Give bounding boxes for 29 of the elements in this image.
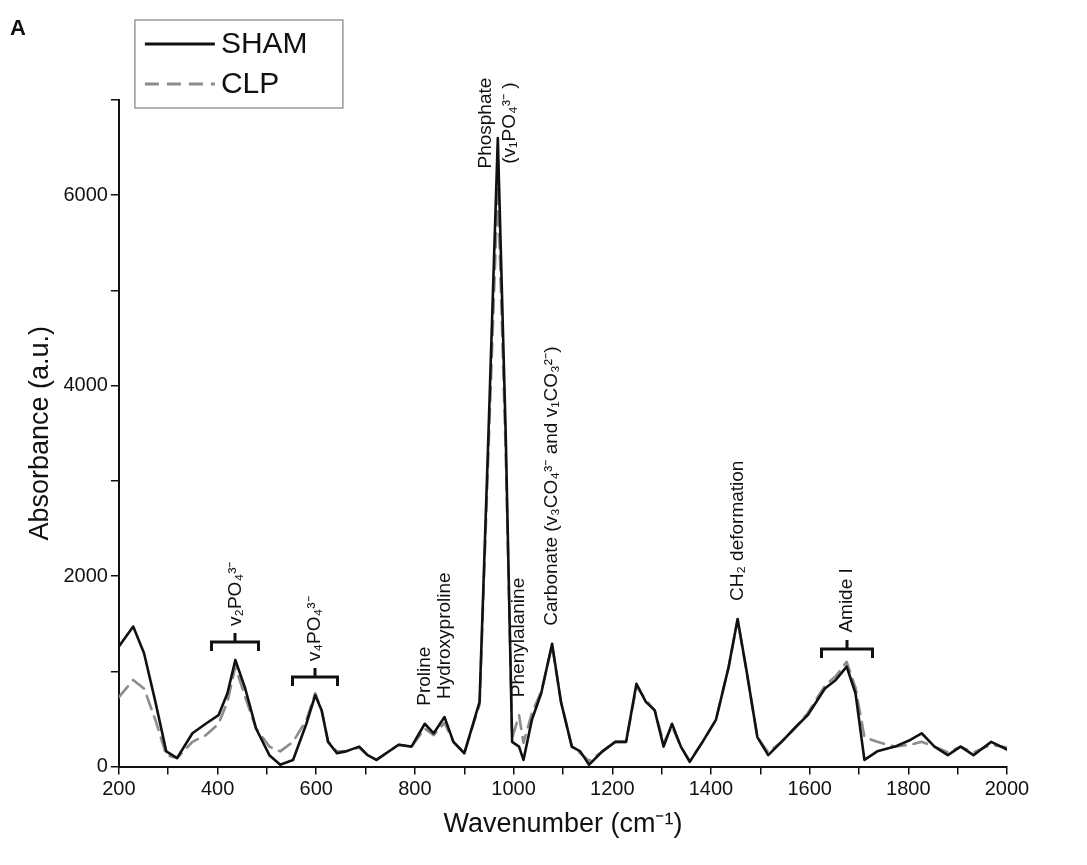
annotation: Hydroxyproline xyxy=(432,572,454,700)
annotation: Proline xyxy=(413,646,435,706)
x-tick-label: 1000 xyxy=(491,777,536,800)
x-tick-label: 1200 xyxy=(590,777,635,800)
x-tick-label: 2000 xyxy=(984,777,1030,800)
annotation: CH₂ deformation xyxy=(725,460,747,601)
x-tick-label: 200 xyxy=(102,777,136,800)
x-tick-label: 800 xyxy=(398,777,432,800)
annotation: Phenylalanine xyxy=(507,577,529,698)
x-tick-label: 400 xyxy=(200,777,235,800)
text: A xyxy=(10,15,26,41)
annotation: Amide I xyxy=(834,568,856,633)
annotation: Phosphate xyxy=(474,77,496,169)
x-tick-label: 1600 xyxy=(787,777,832,800)
y-tick-label: 0 xyxy=(96,754,108,777)
x-tick-label: 1400 xyxy=(688,777,734,800)
annotation: (v₁PO₄³⁻ ) xyxy=(498,82,520,164)
x-tick-label: 600 xyxy=(299,777,333,800)
y-tick-label: 6000 xyxy=(63,182,108,205)
legend-label: SHAM xyxy=(220,26,308,60)
y-tick-label: 2000 xyxy=(63,563,108,586)
y-tick-label: 4000 xyxy=(63,373,108,396)
x-axis-title: Wavenumber (cm⁻¹) xyxy=(443,808,683,839)
y-axis-title: Absorbance (a.u.) xyxy=(23,325,54,541)
annotation: Carbonate (v₃CO₄³⁻ and v₁CO₃²⁻) xyxy=(540,346,562,626)
annotation: v₄PO₄³⁻ xyxy=(303,596,325,662)
legend-label: CLP xyxy=(220,66,280,100)
annotation: v₂PO₄³⁻ xyxy=(223,561,245,626)
x-tick-label: 1800 xyxy=(886,777,931,800)
